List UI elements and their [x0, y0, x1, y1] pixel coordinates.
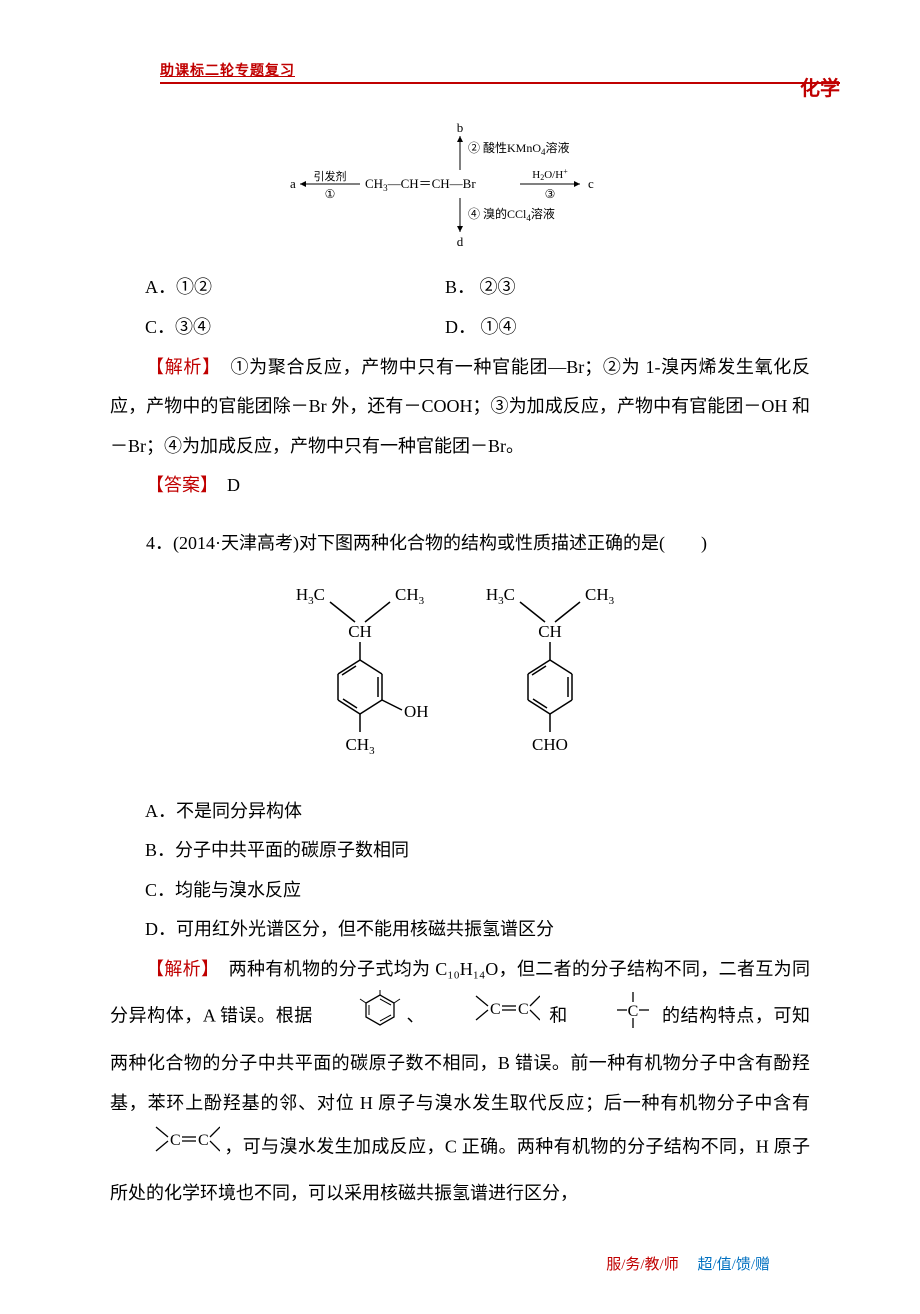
- footer-left: 服/务/教/师: [606, 1257, 679, 1273]
- q3-analysis-text: ①为聚合反应，产物中只有一种官能团—Br；②为 1-溴丙烯发生氧化反应，产物中的…: [110, 357, 810, 456]
- svg-text:④ 溴的CCl4溶液: ④ 溴的CCl4溶液: [468, 206, 555, 223]
- footer-right: 超/值/馈/赠: [697, 1257, 770, 1273]
- structures-row: H3C CH3 CH OH CH3 H3C CH3 CH: [110, 582, 810, 772]
- option-A: A．①②: [145, 268, 445, 308]
- svg-text:C: C: [518, 1001, 529, 1018]
- header-left-text: 助课标二轮专题复习: [160, 60, 295, 80]
- q4-option-C: C．均能与溴水反应: [145, 871, 810, 911]
- svg-text:d: d: [457, 234, 464, 249]
- option-C: C．③④: [145, 308, 445, 348]
- svg-text:② 酸性KMnO4溶液: ② 酸性KMnO4溶液: [468, 140, 570, 157]
- svg-text:CH3: CH3: [345, 735, 375, 757]
- c-single-fragment: C: [577, 990, 653, 1045]
- svg-text:CH3—CH＝CH—Br: CH3—CH＝CH—Br: [365, 176, 476, 193]
- svg-text:c: c: [588, 176, 594, 191]
- answer-label: 【答案】: [146, 475, 209, 495]
- svg-text:CH: CH: [348, 622, 372, 641]
- svg-text:引发剂: 引发剂: [314, 169, 347, 183]
- svg-text:CH: CH: [538, 622, 562, 641]
- q3-answer: 【答案】 D: [110, 466, 810, 506]
- q3-options-row2: C．③④ D． ①④: [110, 308, 810, 348]
- q4-option-A: A．不是同分异构体: [145, 792, 810, 832]
- q4-analysis-label: 【解析】: [146, 959, 210, 979]
- svg-text:H3C: H3C: [486, 585, 515, 607]
- analysis-label: 【解析】: [146, 357, 212, 377]
- page: 助课标二轮专题复习 化学 b ② 酸性KMnO4溶液 a 引发剂 ① CH3—C…: [0, 0, 920, 1314]
- svg-text:①: ①: [325, 187, 336, 201]
- q4-options: A．不是同分异构体 B．分子中共平面的碳原子数相同 C．均能与溴水反应 D．可用…: [110, 792, 810, 950]
- cc-double-fragment-2: C C: [114, 1123, 220, 1174]
- structure-right: H3C CH3 CH CHO: [480, 582, 630, 772]
- svg-text:a: a: [290, 176, 296, 191]
- svg-text:CH3: CH3: [585, 585, 615, 607]
- q4-analysis: 【解析】 两种有机物的分子式均为 C₁₀H₁₄O，但二者的分子结构不同，二者互为…: [110, 950, 810, 1214]
- q4-stem-suffix: ): [701, 533, 707, 553]
- option-D: D． ①④: [445, 308, 810, 348]
- svg-text:C: C: [198, 1132, 209, 1149]
- svg-text:OH: OH: [404, 702, 429, 721]
- q3-answer-text: D: [209, 475, 240, 495]
- option-B: B． ②③: [445, 268, 810, 308]
- q4-stem: 4．(2014·天津高考)对下图两种化合物的结构或性质描述正确的是( ): [110, 524, 810, 564]
- svg-text:C: C: [490, 1001, 501, 1018]
- q3-analysis: 【解析】 ①为聚合反应，产物中只有一种官能团—Br；②为 1-溴丙烯发生氧化反应…: [110, 348, 810, 467]
- svg-text:C: C: [170, 1132, 181, 1149]
- svg-text:CHO: CHO: [532, 735, 568, 754]
- q4-stem-prefix: 4．(2014·天津高考)对下图两种化合物的结构或性质描述正确的是(: [146, 533, 665, 553]
- page-footer: 服/务/教/师 超/值/馈/赠: [110, 1253, 810, 1274]
- page-header: 助课标二轮专题复习 化学: [110, 60, 810, 100]
- q3-options-row1: A．①② B． ②③: [110, 268, 810, 308]
- frag-sep1: 、: [406, 1005, 425, 1025]
- svg-text:③: ③: [545, 187, 556, 201]
- benzene-fragment: [322, 990, 402, 1045]
- header-right-text: 化学: [800, 72, 840, 101]
- q4-option-B: B．分子中共平面的碳原子数相同: [145, 831, 810, 871]
- reaction-diagram: b ② 酸性KMnO4溶液 a 引发剂 ① CH3—CH＝CH—Br H2O/H…: [110, 120, 810, 258]
- structure-left: H3C CH3 CH OH CH3: [290, 582, 440, 772]
- svg-text:b: b: [457, 120, 464, 135]
- svg-text:CH3: CH3: [395, 585, 425, 607]
- svg-text:H2O/H+: H2O/H+: [532, 167, 568, 182]
- frag-and: 和: [549, 1005, 568, 1025]
- reaction-diagram-svg: b ② 酸性KMnO4溶液 a 引发剂 ① CH3—CH＝CH—Br H2O/H…: [280, 120, 640, 250]
- svg-text:C: C: [628, 1003, 639, 1020]
- q4-option-D: D．可用红外光谱区分，但不能用核磁共振氢谱区分: [145, 910, 810, 950]
- cc-double-fragment: C C: [434, 992, 540, 1043]
- header-divider: [160, 82, 840, 84]
- svg-text:H3C: H3C: [296, 585, 325, 607]
